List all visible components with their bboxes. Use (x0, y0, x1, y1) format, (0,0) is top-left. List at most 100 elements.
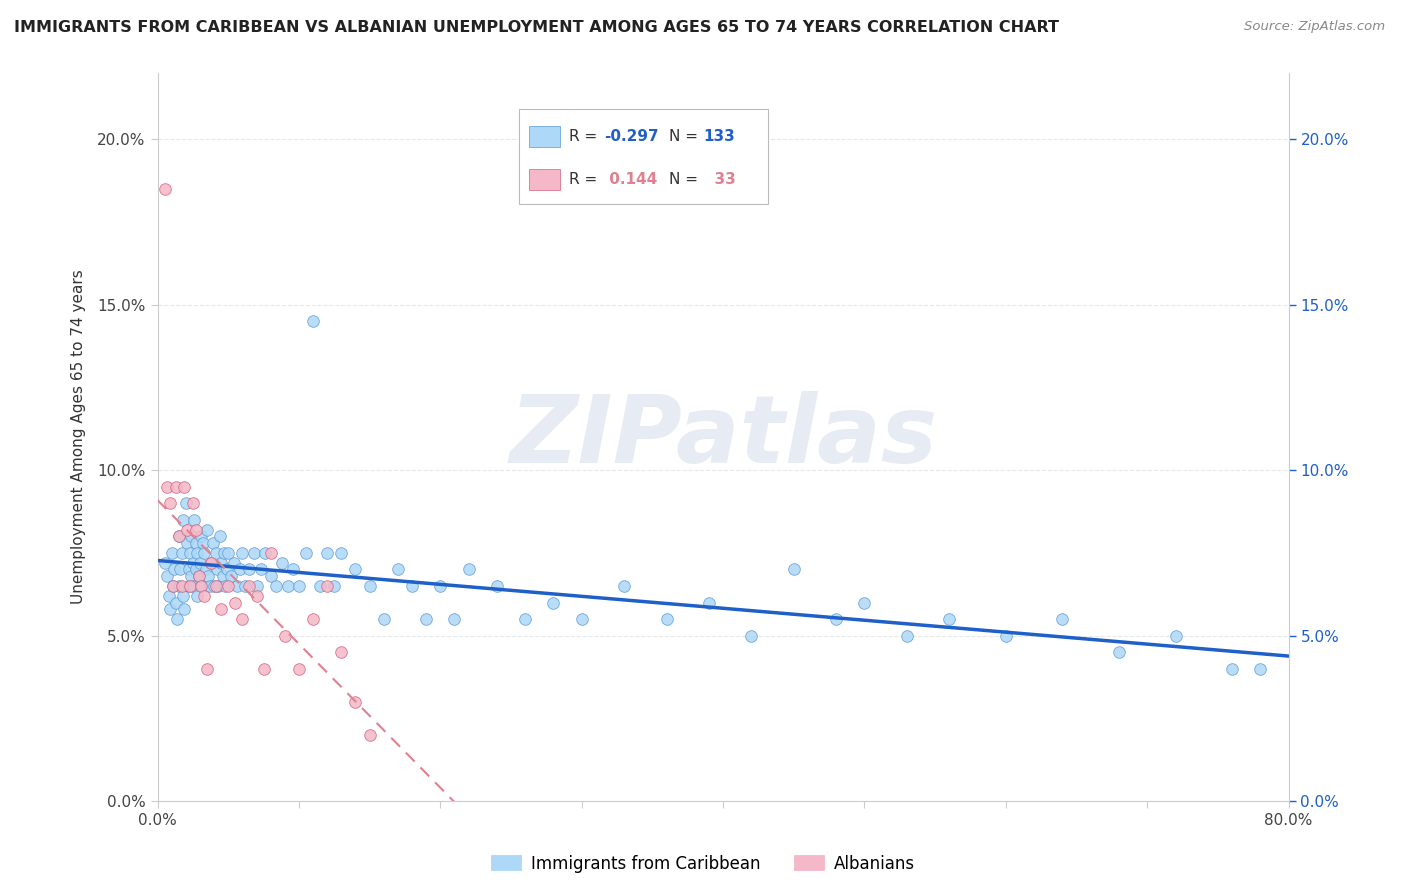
Point (159, 496, 181, 510)
Point (613, 579, 636, 593)
Point (169, 562, 191, 576)
Point (209, 556, 232, 570)
Point (323, 579, 346, 593)
Point (195, 523, 218, 537)
Point (190, 579, 212, 593)
Point (217, 546, 239, 560)
Point (277, 579, 299, 593)
Point (163, 562, 186, 576)
Y-axis label: Unemployment Among Ages 65 to 74 years: Unemployment Among Ages 65 to 74 years (72, 269, 86, 605)
Point (181, 556, 204, 570)
Text: ZIPatlas: ZIPatlas (509, 391, 938, 483)
Point (288, 662, 311, 676)
Point (994, 629, 1017, 643)
Point (697, 596, 720, 610)
Point (184, 562, 207, 576)
Point (208, 529, 231, 543)
Point (245, 579, 267, 593)
Point (387, 562, 409, 576)
Point (215, 562, 238, 576)
Point (330, 645, 353, 659)
Point (167, 579, 190, 593)
Point (288, 579, 311, 593)
Point (184, 536, 207, 550)
Point (344, 562, 367, 576)
Point (167, 529, 190, 543)
Point (211, 569, 233, 583)
Point (177, 579, 200, 593)
Point (205, 562, 228, 576)
Point (253, 546, 276, 560)
Point (156, 480, 179, 494)
Point (181, 579, 204, 593)
Legend: Immigrants from Caribbean, Albanians: Immigrants from Caribbean, Albanians (484, 848, 922, 880)
Point (166, 612, 188, 626)
Point (159, 602, 181, 616)
Point (271, 556, 294, 570)
Point (429, 579, 451, 593)
Point (373, 612, 395, 626)
Point (177, 562, 200, 576)
Point (172, 513, 194, 527)
Point (165, 596, 187, 610)
Point (176, 523, 198, 537)
Point (443, 612, 465, 626)
Point (783, 562, 806, 576)
Point (316, 546, 339, 560)
Point (938, 612, 960, 626)
Point (225, 579, 247, 593)
Point (193, 589, 215, 603)
Point (198, 579, 221, 593)
Point (231, 546, 253, 560)
Point (228, 562, 250, 576)
Point (170, 579, 193, 593)
Point (172, 589, 194, 603)
Point (896, 629, 918, 643)
Point (1249, 662, 1271, 676)
Point (233, 579, 256, 593)
Point (193, 546, 215, 560)
Point (242, 546, 264, 560)
Point (190, 579, 212, 593)
Point (283, 562, 305, 576)
Point (153, 556, 176, 570)
Point (457, 562, 479, 576)
Point (655, 612, 678, 626)
Point (200, 556, 222, 570)
Point (183, 513, 205, 527)
Point (543, 596, 565, 610)
Point (165, 480, 187, 494)
Point (187, 569, 209, 583)
Point (197, 569, 219, 583)
Point (191, 536, 214, 550)
Point (179, 546, 201, 560)
Point (825, 612, 848, 626)
Point (219, 569, 242, 583)
Point (515, 612, 537, 626)
Point (212, 546, 235, 560)
Point (156, 569, 179, 583)
Point (153, 182, 176, 196)
Text: IMMIGRANTS FROM CARIBBEAN VS ALBANIAN UNEMPLOYMENT AMONG AGES 65 TO 74 YEARS COR: IMMIGRANTS FROM CARIBBEAN VS ALBANIAN UN… (14, 20, 1059, 35)
Point (238, 579, 260, 593)
Point (359, 728, 381, 742)
Point (190, 529, 212, 543)
Point (238, 562, 260, 576)
Point (157, 589, 180, 603)
Point (162, 579, 184, 593)
Point (309, 579, 332, 593)
Point (162, 579, 184, 593)
Point (330, 546, 353, 560)
Point (173, 480, 195, 494)
Point (173, 602, 195, 616)
Point (302, 314, 325, 328)
Point (207, 579, 229, 593)
Point (245, 589, 267, 603)
Point (252, 662, 274, 676)
Point (204, 579, 226, 593)
Point (186, 589, 208, 603)
Point (259, 569, 281, 583)
Point (209, 602, 232, 616)
Text: Source: ZipAtlas.com: Source: ZipAtlas.com (1244, 20, 1385, 33)
Point (200, 556, 222, 570)
